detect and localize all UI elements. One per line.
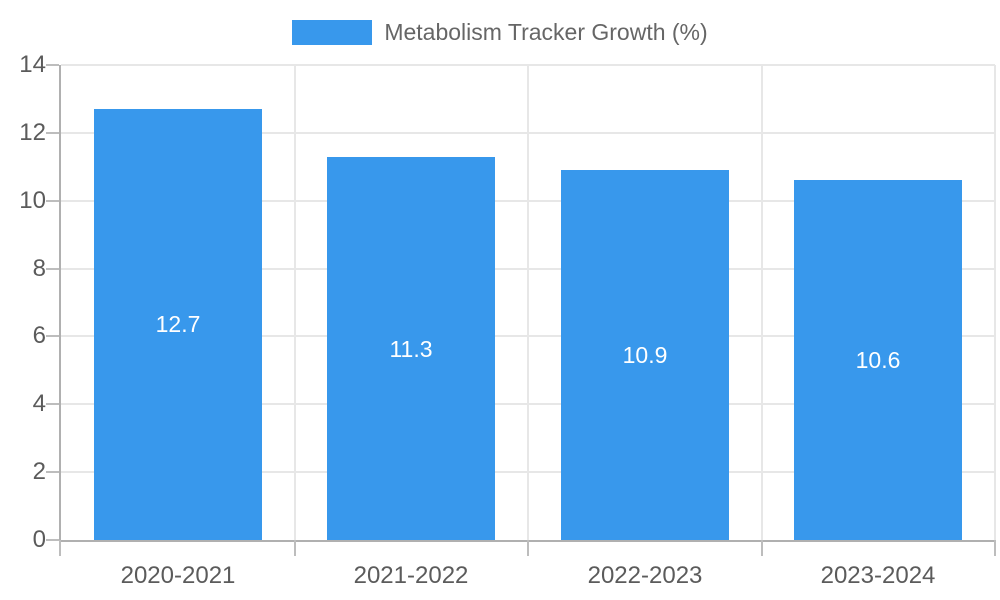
- x-axis-category-label: 2023-2024: [820, 562, 936, 589]
- bar: 12.7: [94, 109, 262, 540]
- x-axis-category-label: 2021-2022: [353, 562, 469, 589]
- x-axis-tick: [293, 540, 296, 556]
- y-axis-tick: [46, 64, 59, 66]
- bar-value-label: 12.7: [155, 311, 201, 337]
- x-axis-tick: [994, 540, 996, 556]
- y-axis-tick-label: 14: [19, 51, 46, 78]
- y-axis-tick: [46, 199, 59, 202]
- x-axis-tick: [59, 540, 61, 556]
- bar: 11.3: [327, 157, 495, 540]
- bar: 10.9: [561, 170, 729, 540]
- plot-area: 0 2 4 6 8 10 12 14 12.7 2020-2021 11.3 2021-2022 10.…: [19, 51, 996, 589]
- gridline-vertical: [527, 65, 529, 540]
- y-axis-tick-label: 4: [32, 390, 46, 418]
- x-axis-tick: [760, 540, 763, 556]
- y-axis-tick-label: 12: [19, 118, 46, 146]
- gridline-vertical: [760, 65, 763, 540]
- y-axis-tick: [46, 471, 59, 474]
- y-axis-tick: [46, 539, 59, 541]
- bar-value-label: 10.9: [622, 342, 668, 368]
- x-axis-category-label: 2022-2023: [587, 562, 703, 589]
- y-axis-tick-label: 6: [32, 322, 46, 350]
- y-axis-tick-label: 2: [32, 458, 46, 486]
- x-axis-category-label: 2020-2021: [120, 562, 236, 589]
- y-axis-tick: [46, 267, 59, 270]
- y-axis-tick: [46, 335, 59, 338]
- bar-value-label: 11.3: [389, 336, 433, 362]
- y-axis-tick-label: 8: [32, 254, 46, 282]
- legend[interactable]: Metabolism Tracker Growth (%): [0, 19, 1000, 46]
- gridline-vertical: [994, 65, 996, 540]
- y-axis-tick-label: 10: [19, 186, 46, 214]
- legend-label: Metabolism Tracker Growth (%): [384, 19, 708, 45]
- y-axis-tick: [46, 131, 59, 134]
- y-axis-tick: [46, 403, 59, 406]
- bar: 10.6: [794, 180, 962, 540]
- y-axis-tick-label: 0: [32, 526, 46, 553]
- gridline-vertical: [293, 65, 296, 540]
- legend-swatch: [292, 20, 373, 45]
- bar-value-label: 10.6: [855, 347, 901, 373]
- x-axis-tick: [527, 540, 529, 556]
